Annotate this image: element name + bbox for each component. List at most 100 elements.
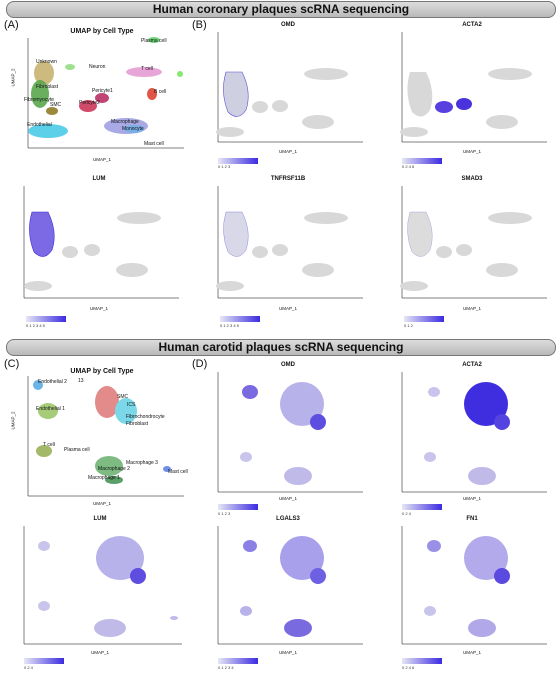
cluster-label: Endothelial 1 bbox=[36, 406, 65, 412]
cluster-label: Fibroblast bbox=[36, 84, 58, 90]
color-legend bbox=[218, 158, 258, 164]
legend-ticks: 0 1 2 3 4 5 bbox=[26, 323, 45, 328]
cluster-label: Endothelial bbox=[27, 122, 52, 128]
color-legend bbox=[218, 504, 258, 510]
x-axis-label: UMAP_1 bbox=[92, 501, 111, 506]
x-axis-label: UMAP_1 bbox=[90, 650, 109, 655]
color-legend bbox=[402, 504, 442, 510]
legend-ticks: 0 1 2 3 4 5 bbox=[220, 323, 239, 328]
gene-title: ACTA2 bbox=[462, 22, 482, 28]
panel-letter-c: (C) bbox=[4, 358, 20, 370]
color-legend bbox=[220, 316, 260, 322]
cluster-label: Pericyte2 bbox=[79, 100, 100, 106]
color-legend bbox=[402, 158, 442, 164]
feature-plot-omd-carotid: OMD UMAP_1 0 1 2 3 bbox=[208, 362, 368, 517]
umap-scatter bbox=[27, 376, 184, 497]
plot-title: UMAP by Cell Type bbox=[70, 368, 134, 375]
x-axis-label: UMAP_1 bbox=[92, 157, 111, 162]
legend-ticks: 0 1 2 3 bbox=[218, 511, 231, 516]
color-legend bbox=[26, 316, 66, 322]
cluster-label: Monocyte bbox=[122, 126, 144, 132]
cluster-label: SMC bbox=[117, 394, 129, 400]
feature-scatter bbox=[217, 526, 363, 645]
cluster-label: Unknown bbox=[36, 59, 57, 65]
feature-scatter bbox=[216, 32, 363, 143]
feature-plot-omd-coronary: OMD UMAP_1 0 1 2 3 bbox=[208, 22, 368, 170]
cluster-label: SMC bbox=[50, 102, 62, 108]
cluster-label: T cell bbox=[43, 442, 55, 448]
feature-plot-acta2-coronary: ACTA2 UMAP_1 0 2 4 6 bbox=[392, 22, 552, 170]
legend-ticks: 0 2 4 6 bbox=[402, 164, 415, 169]
panel-letter-d: (D) bbox=[192, 358, 208, 370]
cluster-label: Endothelial 2 bbox=[38, 379, 67, 385]
cluster-label: Plasma cell bbox=[64, 447, 90, 453]
gene-title: LGALS3 bbox=[276, 516, 300, 522]
cluster-label: Neuron bbox=[89, 64, 106, 70]
feature-scatter bbox=[217, 372, 363, 493]
feature-plot-acta2-carotid: ACTA2 UMAP_1 0 2 4 bbox=[392, 362, 552, 517]
cluster-label: Fibroblast bbox=[126, 421, 148, 427]
color-legend bbox=[402, 658, 442, 664]
gene-title: ACTA2 bbox=[462, 362, 482, 368]
feature-plot-fn1-carotid: FN1 UMAP_1 0 2 4 6 bbox=[392, 516, 552, 671]
legend-ticks: 0 1 2 bbox=[404, 323, 413, 328]
cluster-label: Macrophage 3 bbox=[126, 460, 158, 466]
cluster-label: Macrophage 2 bbox=[98, 466, 130, 472]
cluster-label: Macrophage 1 bbox=[88, 475, 120, 481]
feature-plot-lgals3-carotid: LGALS3 UMAP_1 0 1 2 3 4 bbox=[208, 516, 368, 671]
cluster-label: Fibrochondrocyte bbox=[126, 414, 165, 420]
x-axis-label: UMAP_1 bbox=[462, 650, 481, 655]
x-axis-label: UMAP_1 bbox=[278, 149, 297, 154]
gene-title: SMAD3 bbox=[461, 176, 483, 182]
umap-celltype-carotid: UMAP by Cell Type Endothelial 2 13 SMC I… bbox=[10, 358, 190, 508]
legend-ticks: 0 2 4 bbox=[24, 665, 33, 670]
x-axis-label: UMAP_1 bbox=[462, 306, 481, 311]
feature-scatter bbox=[23, 526, 182, 645]
x-axis-label: UMAP_1 bbox=[89, 306, 108, 311]
cluster-label: Mast cell bbox=[144, 141, 164, 147]
legend-ticks: 0 1 2 3 4 bbox=[218, 665, 234, 670]
legend-ticks: 0 2 4 6 bbox=[402, 665, 415, 670]
feature-scatter bbox=[401, 526, 547, 645]
cluster-label: B cell bbox=[154, 89, 167, 95]
cluster-label: Plasma cell bbox=[141, 38, 167, 44]
gene-title: OMD bbox=[281, 22, 295, 28]
plot-title: UMAP by Cell Type bbox=[70, 28, 134, 35]
x-axis-label: UMAP_1 bbox=[462, 496, 481, 501]
cluster-label: Mast cell bbox=[168, 469, 188, 475]
legend-ticks: 0 2 4 bbox=[402, 511, 411, 516]
feature-plot-lum-carotid: LUM UMAP_1 0 2 4 bbox=[14, 516, 186, 671]
feature-scatter bbox=[23, 186, 179, 299]
umap-scatter bbox=[27, 37, 184, 149]
color-legend bbox=[404, 316, 444, 322]
color-legend bbox=[24, 658, 64, 664]
feature-scatter bbox=[400, 32, 547, 143]
x-axis-label: UMAP_1 bbox=[462, 149, 481, 154]
x-axis-label: UMAP_1 bbox=[278, 650, 297, 655]
umap-celltype-coronary: UMAP by Cell Type Plasma cell Unknown Ne… bbox=[10, 18, 190, 162]
cluster-label: Macrophage bbox=[111, 119, 139, 125]
x-axis-label: UMAP_1 bbox=[278, 496, 297, 501]
gene-title: TNFRSF11B bbox=[270, 176, 306, 182]
cluster-label: Fibromyocyte bbox=[24, 97, 55, 103]
gene-title: OMD bbox=[281, 362, 295, 368]
feature-scatter bbox=[400, 186, 547, 299]
gene-title: LUM bbox=[92, 176, 106, 182]
x-axis-label: UMAP_1 bbox=[278, 306, 297, 311]
color-legend bbox=[218, 658, 258, 664]
feature-plot-smad3-coronary: SMAD3 UMAP_1 0 1 2 bbox=[392, 176, 552, 331]
section-banner-coronary: Human coronary plaques scRNA sequencing bbox=[6, 1, 556, 18]
cluster-label: 13 bbox=[78, 378, 84, 384]
panel-letter-a: (A) bbox=[4, 19, 19, 31]
feature-scatter bbox=[216, 186, 363, 299]
feature-plot-tnfrsf11b-coronary: TNFRSF11B UMAP_1 0 1 2 3 4 5 bbox=[208, 176, 368, 331]
gene-title: FN1 bbox=[466, 516, 478, 522]
gene-title: LUM bbox=[93, 516, 107, 522]
panel-letter-b: (B) bbox=[192, 19, 207, 31]
cluster-label: T cell bbox=[141, 66, 153, 72]
y-axis-label: UMAP_2 bbox=[10, 411, 16, 430]
y-axis-label: UMAP_2 bbox=[10, 68, 16, 87]
legend-ticks: 0 1 2 3 bbox=[218, 164, 231, 169]
cluster-label: ICS bbox=[127, 402, 136, 408]
feature-scatter bbox=[401, 372, 547, 493]
